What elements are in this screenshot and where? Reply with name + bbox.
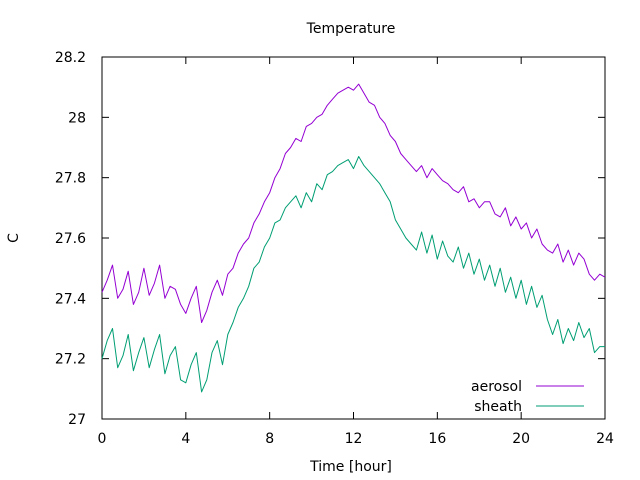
legend-label-sheath: sheath — [474, 399, 522, 415]
x-tick-label: 0 — [98, 431, 107, 447]
x-axis-label: Time [hour] — [309, 459, 392, 475]
y-tick-label: 28 — [68, 110, 86, 126]
y-tick-label: 27.8 — [55, 171, 86, 187]
y-tick-label: 27.6 — [55, 231, 86, 247]
x-tick-label: 24 — [596, 431, 614, 447]
x-axis: 0 4 8 12 16 20 24 — [98, 57, 614, 447]
y-tick-label: 27.4 — [55, 291, 86, 307]
x-tick-label: 4 — [181, 431, 190, 447]
x-tick-label: 8 — [265, 431, 274, 447]
series-line-aerosol — [101, 83, 606, 323]
series-line-sheath — [101, 156, 605, 393]
legend-label-aerosol: aerosol — [471, 379, 522, 395]
x-tick-label: 16 — [428, 431, 446, 447]
y-axis-label: C — [6, 233, 22, 243]
y-tick-label: 28.2 — [55, 50, 86, 66]
legend: aerosol sheath — [471, 379, 584, 415]
y-tick-label: 27.2 — [55, 352, 86, 368]
x-tick-label: 20 — [512, 431, 530, 447]
y-axis: 27 27.2 27.4 27.6 27.8 28 28.2 — [55, 50, 605, 428]
x-tick-label: 12 — [345, 431, 363, 447]
y-tick-label: 27 — [68, 412, 86, 428]
chart-title: Temperature — [306, 21, 396, 37]
series-layer — [101, 83, 606, 393]
